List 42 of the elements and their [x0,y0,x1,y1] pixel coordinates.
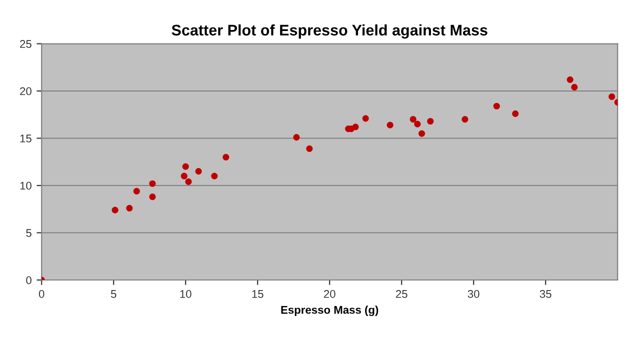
point [126,204,133,212]
point [493,102,500,110]
point [306,145,313,152]
x-tick-label: 0 [38,290,44,298]
point [180,172,188,180]
point [185,178,192,186]
point [112,206,118,214]
y-tick-label: 5 [26,229,32,237]
point [362,115,369,122]
point [222,154,230,160]
point [293,134,300,141]
y-tick-label: 10 [20,182,32,190]
x-axis-title: Espresso Mass (g) [281,306,378,316]
point [414,120,421,128]
point [352,124,359,130]
point [462,116,468,123]
point [512,110,519,117]
x-tick-label: 35 [540,290,552,298]
x-tick-label: 5 [110,290,116,298]
point [571,84,578,91]
x-tick-label: 20 [324,290,336,298]
x-tick-label: 25 [396,290,408,298]
y-tick-label: 0 [26,276,32,284]
point [195,168,202,175]
point [211,172,218,180]
x-tick-label: 10 [180,290,192,298]
y-tick-label: 25 [20,40,32,48]
y-tick-label: 20 [20,87,32,96]
point [182,163,189,170]
point [410,116,416,123]
point [149,180,156,187]
point [566,76,574,83]
chart-title: Scatter Plot of Espresso Yield against Mass [172,24,488,39]
y-tick-label: 15 [20,134,32,142]
x-tick-label: 15 [252,290,264,298]
point [133,188,140,194]
x-tick-label: 30 [468,290,480,298]
point [386,122,394,128]
point [427,118,434,125]
point [418,130,426,137]
point [149,194,156,200]
point [608,93,616,100]
